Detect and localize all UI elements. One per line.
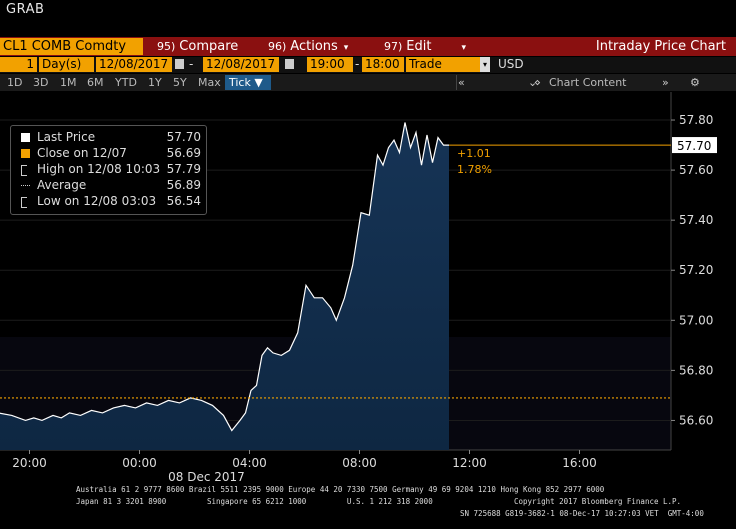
legend-label: Last Price <box>37 130 96 144</box>
x-date-label: 08 Dec 2017 <box>168 470 245 482</box>
settings-gear-icon[interactable]: ⚙ <box>690 76 700 89</box>
legend-label: Close on 12/07 <box>37 146 127 160</box>
range-1m[interactable]: 1M <box>60 76 77 89</box>
legend-label: Average <box>37 178 87 192</box>
legend-row-last-price: Last Price 57.70 <box>19 130 201 145</box>
range-max[interactable]: Max <box>198 76 221 89</box>
chart-content-icon[interactable]: ⋄ <box>534 76 541 89</box>
legend-row-average: Average 56.89 <box>19 178 201 193</box>
actions-menu[interactable]: 96) Actions ▾ <box>268 37 348 56</box>
period-value-field[interactable]: 1 <box>0 57 37 72</box>
chart-content-button[interactable]: Chart Content <box>549 76 627 89</box>
chevron-down-icon: ▾ <box>343 43 349 53</box>
start-date-field[interactable]: 12/08/2017 <box>96 57 172 72</box>
compare-menu[interactable]: 95) Compare <box>157 37 238 56</box>
range-5y[interactable]: 5Y <box>173 76 187 89</box>
x-tick-label: 20:00 <box>12 456 47 470</box>
tick-label: Tick <box>229 76 251 89</box>
legend-value: 57.79 <box>166 162 201 176</box>
function-toolbar <box>0 37 736 56</box>
start-time-field[interactable]: 19:00 <box>307 57 353 72</box>
high-marker-icon <box>21 165 27 176</box>
average-marker-icon <box>21 185 30 186</box>
range-row <box>0 74 736 91</box>
range-1d[interactable]: 1D <box>7 76 23 89</box>
last-price-swatch-icon <box>21 133 30 142</box>
y-tick-label: 57.40 <box>679 213 713 227</box>
chevron-down-icon: ▼ <box>254 76 263 89</box>
legend-value: 56.54 <box>166 194 201 208</box>
price-line <box>0 122 449 432</box>
legend-value: 57.70 <box>166 130 201 144</box>
tick-dropdown[interactable]: Tick ▼ <box>225 75 271 90</box>
legend-value: 56.69 <box>166 146 201 160</box>
x-tick-label: 08:00 <box>342 456 377 470</box>
change-value: +1.01 <box>457 147 491 160</box>
chart-title: Intraday Price Chart <box>595 39 726 54</box>
actions-menu-number: 96) <box>268 40 287 53</box>
panel-controls <box>456 75 736 90</box>
change-percent: 1.78% <box>457 163 492 176</box>
legend-row-low: Low on 12/08 03:03 56.54 <box>19 194 201 209</box>
range-1y[interactable]: 1Y <box>148 76 162 89</box>
legend-label: Low on 12/08 03:03 <box>37 194 157 208</box>
low-marker-icon <box>21 197 27 208</box>
edit-menu[interactable]: 97) Edit ▾ <box>384 37 466 56</box>
y-tick-label: 57.00 <box>679 313 713 327</box>
range-3d[interactable]: 3D <box>33 76 49 89</box>
chevron-down-icon[interactable]: ▾ <box>480 57 490 72</box>
x-tick-label: 16:00 <box>562 456 597 470</box>
end-date-field[interactable]: 12/08/2017 <box>203 57 279 72</box>
legend-row-close: Close on 12/07 56.69 <box>19 146 201 161</box>
close-swatch-icon <box>21 149 30 158</box>
footer-phone-line: Australia 61 2 9777 8600 Brazil 5511 239… <box>76 485 605 494</box>
actions-menu-label: Actions <box>290 39 338 54</box>
expand-down-icon[interactable]: ⌄ <box>528 76 538 89</box>
compare-menu-number: 95) <box>157 40 176 53</box>
calendar-icon[interactable] <box>285 59 294 69</box>
collapse-right-icon[interactable]: » <box>662 76 669 89</box>
edit-menu-number: 97) <box>384 40 403 53</box>
y-tick-label: 57.20 <box>679 263 713 277</box>
last-price-label: 57.70 <box>677 139 711 153</box>
legend-row-high: High on 12/08 10:03 57.79 <box>19 162 201 177</box>
last-price-box <box>672 137 717 154</box>
range-ytd[interactable]: YTD <box>115 76 137 89</box>
time-separator: - <box>355 57 360 71</box>
security-ticker-field[interactable]: CL1 COMB Comdty <box>0 38 143 55</box>
footer-session-line: SN 725688 G819-3682-1 08-Dec-17 10:27:03… <box>460 509 704 518</box>
range-6m[interactable]: 6M <box>87 76 104 89</box>
price-area <box>0 122 449 450</box>
y-tick-label: 56.60 <box>679 413 713 427</box>
x-tick-label: 12:00 <box>452 456 487 470</box>
y-tick-label: 57.60 <box>679 163 713 177</box>
chart-legend[interactable]: Last Price 57.70 Close on 12/07 56.69 Hi… <box>10 125 207 215</box>
compare-menu-label: Compare <box>179 39 239 54</box>
collapse-left-icon[interactable]: « <box>458 76 465 89</box>
y-tick-label: 57.80 <box>679 113 713 127</box>
footer-copyright-line: Japan 81 3 3201 8900 Singapore 65 6212 1… <box>76 497 682 506</box>
x-tick-label: 00:00 <box>122 456 157 470</box>
period-unit-field[interactable]: Day(s) <box>39 57 94 72</box>
currency-label: USD <box>498 57 524 71</box>
legend-value: 56.89 <box>166 178 201 192</box>
calendar-icon[interactable] <box>175 59 184 69</box>
chevron-down-icon: ▾ <box>461 43 467 53</box>
window-title: GRAB <box>6 2 45 17</box>
date-separator: - <box>189 57 194 71</box>
y-tick-label: 56.80 <box>679 363 713 377</box>
end-time-field[interactable]: 18:00 <box>362 57 404 72</box>
legend-label: High on 12/08 10:03 <box>37 162 161 176</box>
x-tick-label: 04:00 <box>232 456 267 470</box>
edit-menu-label: Edit <box>406 39 432 54</box>
field-select[interactable]: Trade <box>406 57 482 72</box>
